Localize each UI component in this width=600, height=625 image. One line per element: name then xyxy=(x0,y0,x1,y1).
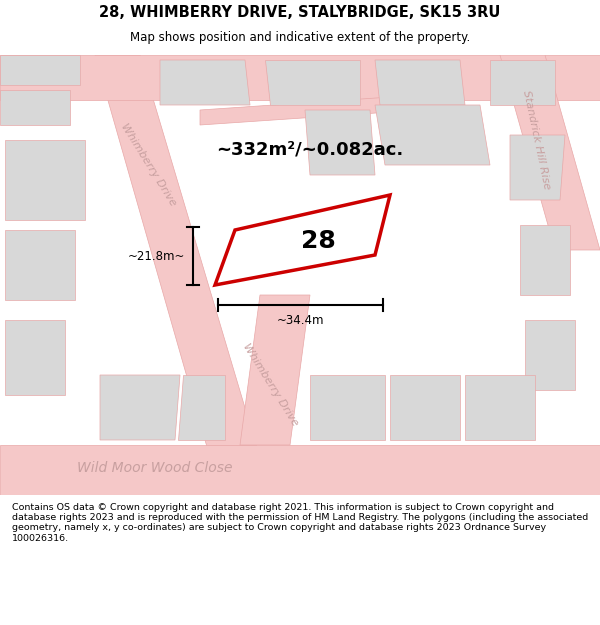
Polygon shape xyxy=(310,375,385,440)
Polygon shape xyxy=(375,105,490,165)
Text: 28, WHIMBERRY DRIVE, STALYBRIDGE, SK15 3RU: 28, WHIMBERRY DRIVE, STALYBRIDGE, SK15 3… xyxy=(100,5,500,20)
Text: ~34.4m: ~34.4m xyxy=(277,314,324,326)
Polygon shape xyxy=(465,375,535,440)
Polygon shape xyxy=(0,55,80,85)
Polygon shape xyxy=(215,475,300,495)
Polygon shape xyxy=(200,95,420,125)
Polygon shape xyxy=(0,55,600,100)
Polygon shape xyxy=(500,55,600,250)
Polygon shape xyxy=(178,375,225,440)
Polygon shape xyxy=(525,320,575,390)
Polygon shape xyxy=(5,230,75,300)
Polygon shape xyxy=(240,295,310,445)
Polygon shape xyxy=(100,375,180,440)
Polygon shape xyxy=(215,195,390,285)
Polygon shape xyxy=(520,225,570,295)
Text: Map shows position and indicative extent of the property.: Map shows position and indicative extent… xyxy=(130,31,470,44)
Text: Whimberry Drive: Whimberry Drive xyxy=(119,122,178,208)
Text: Wild Moor Wood Close: Wild Moor Wood Close xyxy=(77,461,233,475)
Polygon shape xyxy=(95,55,265,475)
Polygon shape xyxy=(0,445,600,495)
Text: 28: 28 xyxy=(301,229,336,253)
Polygon shape xyxy=(305,110,375,175)
Polygon shape xyxy=(510,135,565,200)
Text: ~332m²/~0.082ac.: ~332m²/~0.082ac. xyxy=(217,141,404,159)
Polygon shape xyxy=(490,60,555,105)
Text: ~21.8m~: ~21.8m~ xyxy=(128,249,185,262)
Text: Contains OS data © Crown copyright and database right 2021. This information is : Contains OS data © Crown copyright and d… xyxy=(12,503,588,542)
Polygon shape xyxy=(0,90,70,125)
Text: Standrick Hill Rise: Standrick Hill Rise xyxy=(521,89,551,191)
Text: Whimberry Drive: Whimberry Drive xyxy=(241,342,299,428)
Polygon shape xyxy=(265,60,360,105)
Polygon shape xyxy=(5,320,65,395)
Polygon shape xyxy=(160,60,250,105)
Polygon shape xyxy=(5,140,85,220)
Polygon shape xyxy=(390,375,460,440)
Polygon shape xyxy=(375,60,465,105)
